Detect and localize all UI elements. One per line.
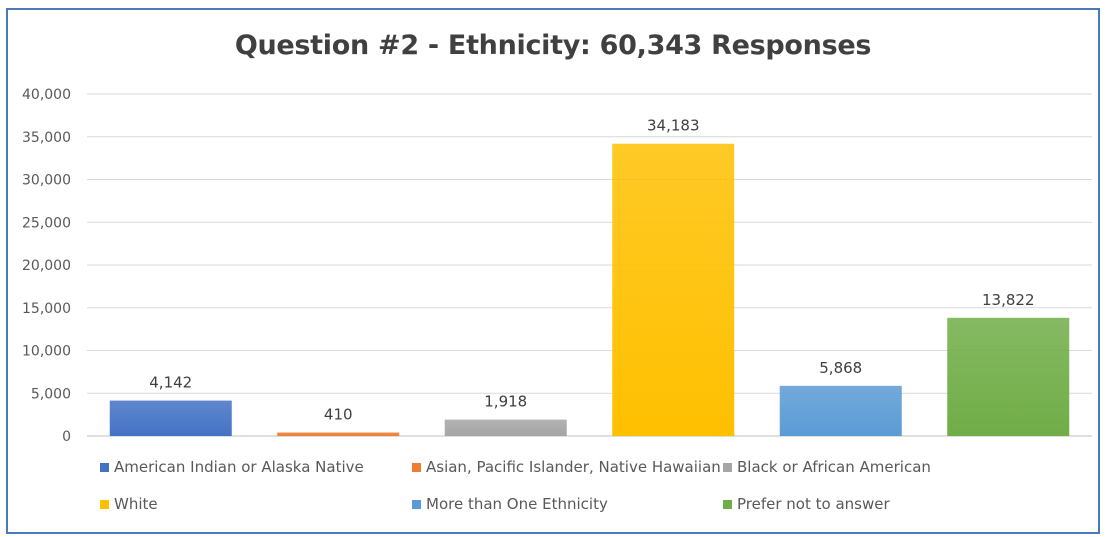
data-label-0: 4,142 [149,374,192,392]
legend-swatch [723,462,732,472]
legend-item-4: More than One Ethnicity [412,495,608,513]
legend-swatch [723,499,732,509]
legend-label: White [114,495,158,513]
y-tick-label: 15,000 [22,301,71,317]
legend-swatch [100,462,109,472]
legend-item-5: Prefer not to answer [723,495,890,513]
legend-item-2: Black or African American [723,458,931,476]
data-label-5: 13,822 [982,291,1035,309]
bar-3 [612,143,735,436]
legend-item-3: White [100,495,158,513]
bar-5 [947,317,1070,436]
y-tick-label: 0 [62,429,71,445]
y-tick-label: 20,000 [22,258,71,274]
bar-4 [779,385,902,436]
data-label-2: 1,918 [484,393,527,411]
legend-swatch [100,499,109,509]
y-tick-label: 35,000 [22,130,71,146]
y-tick-label: 40,000 [22,87,71,103]
legend-swatch [412,462,421,472]
legend-label: Black or African American [737,458,931,476]
y-tick-label: 30,000 [22,173,71,189]
legend-item-0: American Indian or Alaska Native [100,458,364,476]
data-label-3: 34,183 [647,117,700,135]
bar-1 [277,432,400,436]
y-tick-label: 25,000 [22,215,71,231]
bar-0 [109,400,232,436]
legend-label: American Indian or Alaska Native [114,458,364,476]
y-tick-label: 5,000 [31,386,71,402]
legend-item-1: Asian, Pacific Islander, Native Hawaiian [412,458,721,476]
legend-label: More than One Ethnicity [426,495,608,513]
data-label-1: 410 [324,405,353,423]
bar-2 [444,419,567,436]
legend-label: Asian, Pacific Islander, Native Hawaiian [426,458,721,476]
legend-label: Prefer not to answer [737,495,890,513]
legend-swatch [412,499,421,509]
y-tick-label: 10,000 [22,344,71,360]
chart-frame [6,8,1100,534]
chart-title: Question #2 - Ethnicity: 60,343 Response… [234,30,872,61]
data-label-4: 5,868 [819,359,862,377]
